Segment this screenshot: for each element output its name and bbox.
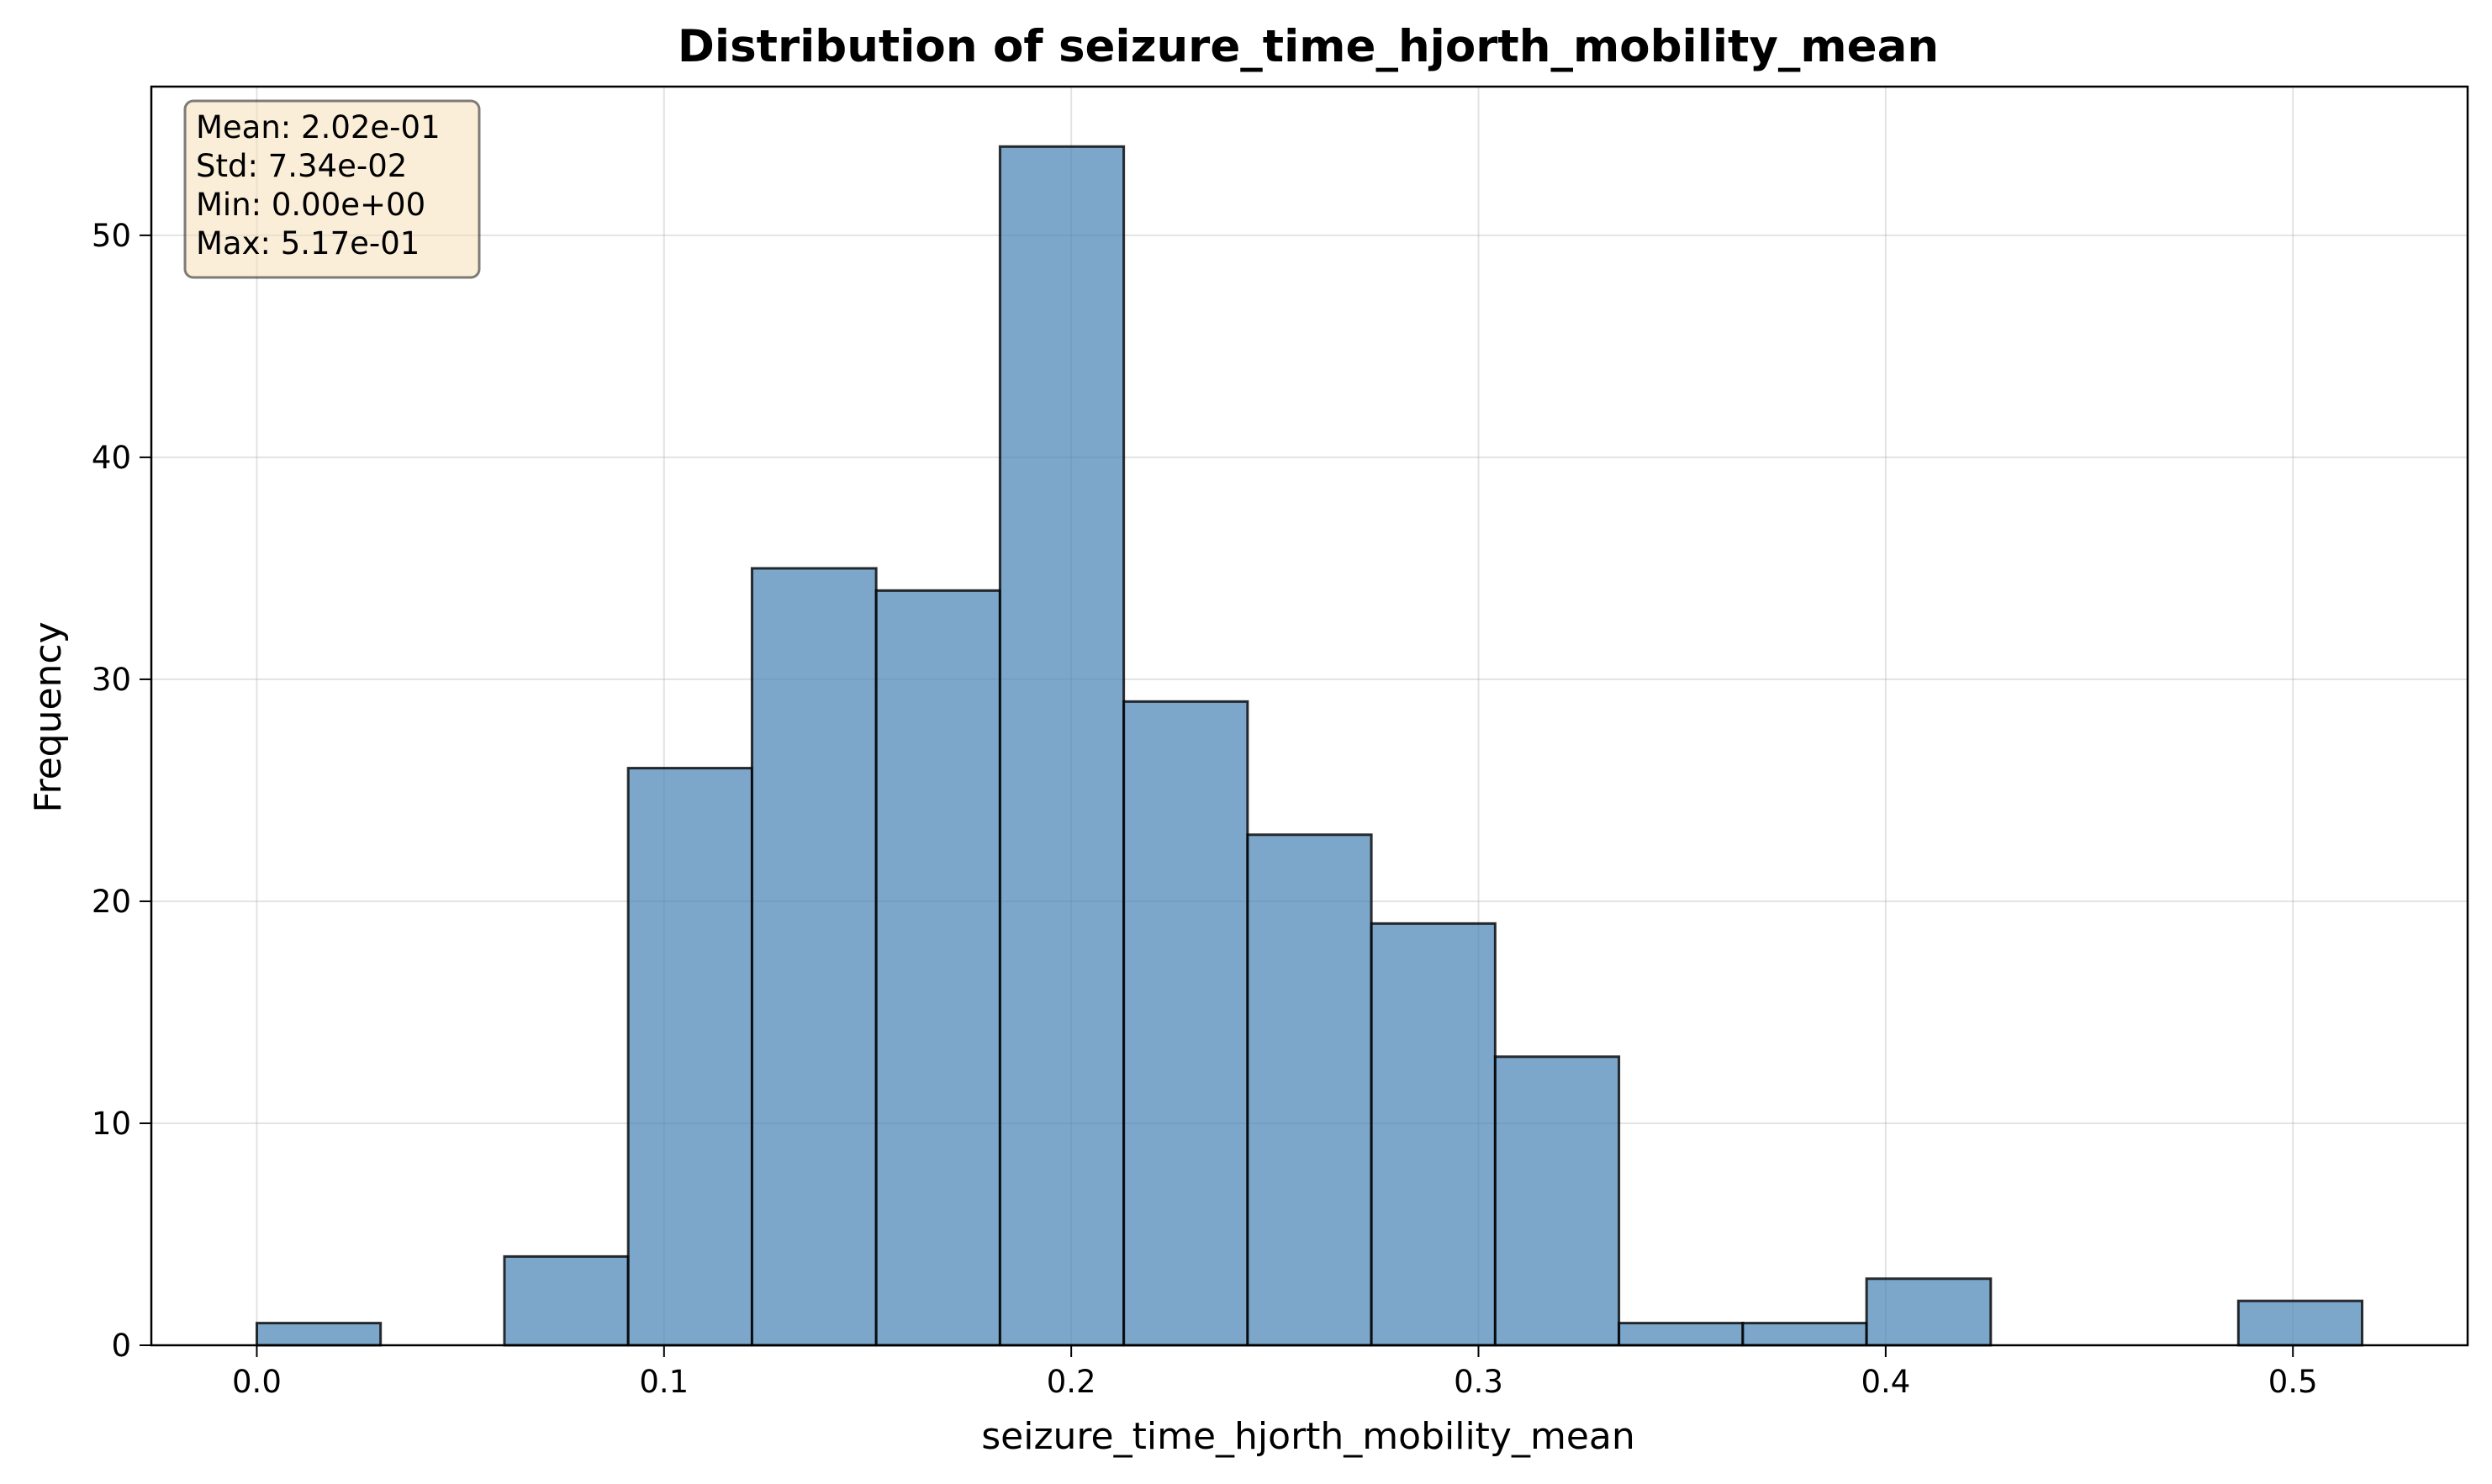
stats-box: Mean: 2.02e-01 Std: 7.34e-02 Min: 0.00e+…	[183, 99, 481, 279]
histogram-bar	[255, 1322, 383, 1347]
histogram-bar	[1122, 700, 1249, 1347]
histogram-bar	[503, 1254, 630, 1347]
y-tick-label: 10	[92, 1106, 131, 1142]
x-tick-label: 0.1	[639, 1364, 689, 1400]
histogram-bar	[750, 567, 878, 1347]
x-axis-label: seizure_time_hjorth_mobility_mean	[981, 1415, 1635, 1458]
histogram-bar	[1618, 1322, 1745, 1347]
stats-min: Min: 0.00e+00	[196, 187, 425, 223]
y-axis-label: Frequency	[27, 621, 70, 812]
histogram-bar	[626, 767, 753, 1347]
histogram-bar	[1246, 833, 1373, 1347]
x-tick-label: 0.5	[2268, 1364, 2318, 1400]
chart-title: Distribution of seizure_time_hjorth_mobi…	[678, 21, 1939, 72]
histogram-bar	[2236, 1299, 2364, 1347]
y-tick-label: 40	[92, 440, 131, 476]
stats-max: Max: 5.17e-01	[196, 225, 420, 261]
y-tick-label: 20	[92, 884, 131, 920]
histogram-bar	[874, 589, 1001, 1347]
y-axis-ticks: 0 10 20 30 40 50	[92, 218, 151, 1364]
x-tick-label: 0.0	[232, 1364, 282, 1400]
histogram-bar	[1741, 1322, 1868, 1347]
x-tick-label: 0.4	[1861, 1364, 1910, 1400]
histogram-bars	[255, 145, 2364, 1347]
y-tick-label: 50	[92, 218, 131, 254]
histogram-bar	[1370, 922, 1497, 1347]
histogram-bar	[1865, 1277, 1993, 1347]
stats-mean: Mean: 2.02e-01	[196, 109, 441, 145]
x-axis-ticks: 0.0 0.1 0.2 0.3 0.4 0.5	[232, 1345, 2318, 1400]
y-tick-label: 0	[111, 1328, 131, 1364]
histogram-bar	[998, 145, 1126, 1347]
stats-std: Std: 7.34e-02	[196, 148, 407, 184]
x-tick-label: 0.3	[1454, 1364, 1503, 1400]
x-tick-label: 0.2	[1047, 1364, 1096, 1400]
histogram-bar	[1493, 1055, 1621, 1347]
y-tick-label: 30	[92, 662, 131, 698]
plot-frame	[150, 85, 2469, 1347]
